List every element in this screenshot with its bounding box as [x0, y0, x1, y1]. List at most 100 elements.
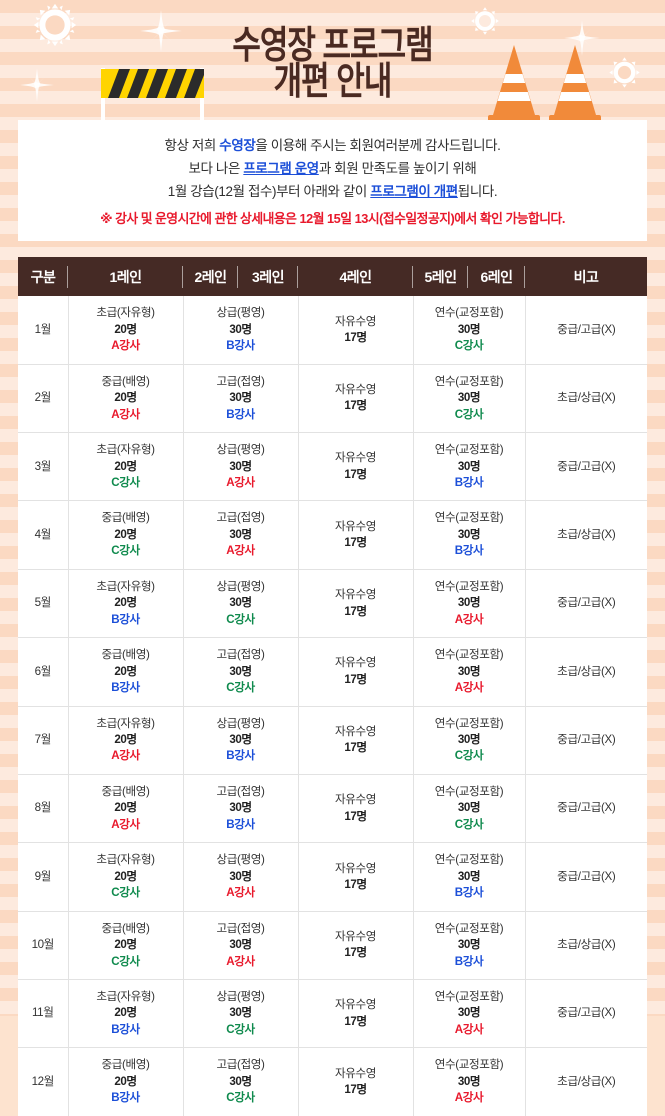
table-row: 7월 초급(자유형) 20명 A강사 상급(평영) 30명 B강사 자유수영 17명 연수(교정포…: [18, 706, 647, 775]
cell-instructor: A강사: [226, 476, 255, 490]
cell-capacity: 17명: [344, 467, 367, 481]
cell-instructor: B강사: [226, 407, 255, 421]
cell-capacity: 20명: [114, 459, 137, 473]
cell-program: 고급(접영): [216, 648, 265, 662]
title-line-1: 수영장 프로그램: [232, 24, 433, 67]
cell-capacity: 30명: [457, 801, 481, 815]
cell-lane1: 초급(자유형) 20명 A강사: [68, 706, 184, 775]
cell-remark: 중급/고급(X): [525, 842, 647, 912]
cell-instructor: C강사: [454, 817, 484, 831]
table-row: 5월 초급(자유형) 20명 B강사 상급(평영) 30명 C강사 자유수영 17명 연수(교정포…: [18, 569, 647, 639]
cell-instructor: B강사: [454, 476, 484, 490]
notice-highlight-pool: 수영장: [219, 138, 256, 153]
cell-remark: 초급/상급(X): [557, 1074, 616, 1088]
cell-instructor: C강사: [226, 681, 255, 695]
cell-lane2-3: 상급(평영) 30명 A강사: [183, 432, 299, 502]
table-head: 구분 1레인 2레인 3레인 4레인 5레인 6레인 비고: [18, 257, 647, 297]
cell-capacity: 30명: [229, 322, 252, 336]
column-header-lane1: 1레인: [68, 257, 183, 297]
cell-instructor: A강사: [454, 1022, 484, 1036]
cell-instructor: A강사: [111, 339, 140, 353]
cell-lane1: 초급(자유형) 20명 A강사: [68, 296, 184, 365]
cell-lane5-6: 연수(교정포함) 30명 A강사: [413, 979, 526, 1049]
notice-highlight-program-reform: 프로그램이 개편: [370, 184, 458, 200]
cell-month: 8월: [18, 774, 69, 844]
cell-lane4: 자유수영 17명: [298, 296, 414, 365]
cell-capacity: 30명: [229, 459, 252, 473]
cell-lane4: 자유수영 17명: [298, 500, 414, 570]
cell-remark: 초급/상급(X): [525, 911, 647, 981]
cell-program: 자유수영: [334, 656, 377, 670]
notice-line-2-part-c: 과 회원 만족도를 높이기 위해: [318, 161, 477, 177]
cell-program: 초급(자유형): [96, 306, 155, 320]
notice-line-3-part-c: 됩니다.: [457, 184, 498, 200]
table-row: 3월 초급(자유형) 20명 C강사 상급(평영) 30명 A강사 자유수영 17명 연수(교정포…: [18, 432, 647, 502]
cell-program: 고급(접영): [216, 921, 265, 935]
cell-program: 자유수영: [334, 519, 377, 533]
cell-instructor: A강사: [111, 749, 140, 763]
cell-capacity: 30명: [229, 869, 252, 883]
cell-capacity: 30명: [229, 527, 252, 541]
cell-capacity: 30명: [457, 1006, 481, 1020]
cell-remark: 초급/상급(X): [525, 637, 647, 707]
cell-lane5-6: 연수(교정포함) 30명 A강사: [413, 1047, 526, 1116]
cell-month: 5월: [18, 569, 69, 639]
cell-program: 자유수영: [334, 861, 377, 875]
cell-capacity: 30명: [229, 733, 252, 747]
cell-lane1: 초급(자유형) 20명 C강사: [68, 842, 184, 912]
cell-instructor: B강사: [226, 749, 255, 763]
cell-capacity: 20명: [114, 322, 137, 336]
cell-capacity: 30명: [229, 391, 252, 405]
notice-line-2-part-a: 보다 나은: [188, 161, 244, 177]
cell-instructor: C강사: [226, 612, 255, 626]
cell-program: 자유수영: [334, 382, 377, 396]
cell-month: 12월: [18, 1047, 69, 1116]
cell-program: 상급(평영): [216, 716, 265, 730]
cell-program: 초급(자유형): [96, 716, 155, 730]
cell-capacity: 30명: [229, 938, 252, 952]
cell-program: 상급(평영): [216, 443, 265, 457]
cell-program: 연수(교정포함): [434, 990, 504, 1003]
cell-remark: 초급/상급(X): [525, 364, 647, 434]
cell-lane2-3: 상급(평영) 30명 C강사: [183, 569, 299, 639]
cell-month: 1월: [18, 296, 69, 365]
cell-program: 자유수영: [334, 929, 377, 943]
cell-lane2-3: 고급(접영) 30명 B강사: [183, 364, 299, 434]
cell-program: 연수(교정포함): [434, 648, 504, 662]
cell-lane5-6: 연수(교정포함) 30명 C강사: [413, 364, 526, 434]
cell-capacity: 30명: [457, 869, 481, 883]
table-header-row: 구분 1레인 2레인 3레인 4레인 5레인 6레인 비고: [18, 257, 647, 297]
cell-remark: 중급/고급(X): [525, 774, 647, 844]
cell-capacity: 30명: [229, 801, 252, 815]
cell-instructor: A강사: [226, 954, 255, 968]
cell-remark: 중급/고급(X): [525, 296, 647, 365]
cell-lane4: 자유수영 17명: [298, 842, 414, 912]
cell-lane5-6: 연수(교정포함) 30명 A강사: [413, 637, 526, 707]
cell-lane1: 중급(배영) 20명 C강사: [68, 500, 184, 570]
cell-program: 연수(교정포함): [434, 579, 504, 593]
table-row: 9월 초급(자유형) 20명 C강사 상급(평영) 30명 A강사 자유수영 17명 연수(교정포…: [18, 842, 647, 912]
cell-instructor: B강사: [111, 612, 140, 626]
cell-instructor: A강사: [111, 407, 140, 421]
cell-capacity: 30명: [457, 527, 481, 541]
cell-program: 중급(배영): [101, 1058, 150, 1072]
cell-instructor: C강사: [454, 749, 484, 763]
cell-lane5-6: 연수(교정포함) 30명 B강사: [413, 432, 526, 502]
cell-lane4: 자유수영 17명: [298, 911, 414, 981]
cell-capacity: 17명: [344, 399, 367, 413]
cell-capacity: 30명: [457, 938, 481, 952]
cell-program: 자유수영: [334, 1066, 377, 1080]
table-row: 2월 중급(배영) 20명 A강사 고급(접영) 30명 B강사 자유수영 17명 연수(교정포함…: [18, 364, 647, 434]
cell-instructor: C강사: [226, 1022, 255, 1036]
cell-instructor: B강사: [111, 681, 140, 695]
cell-lane2-3: 상급(평영) 30명 B강사: [183, 706, 299, 775]
cell-month: 9월: [18, 842, 69, 912]
cell-capacity: 17명: [344, 604, 367, 618]
cell-capacity: 17명: [344, 536, 367, 550]
cell-month: 3월: [18, 432, 69, 502]
cell-remark: 중급/고급(X): [525, 979, 647, 1049]
cell-capacity: 30명: [457, 596, 481, 610]
table-row: 8월 중급(배영) 20명 A강사 고급(접영) 30명 B강사 자유수영 17명 연수(교정포함…: [18, 774, 647, 844]
cell-lane4: 자유수영 17명: [298, 979, 414, 1049]
cell-capacity: 17명: [344, 877, 367, 891]
